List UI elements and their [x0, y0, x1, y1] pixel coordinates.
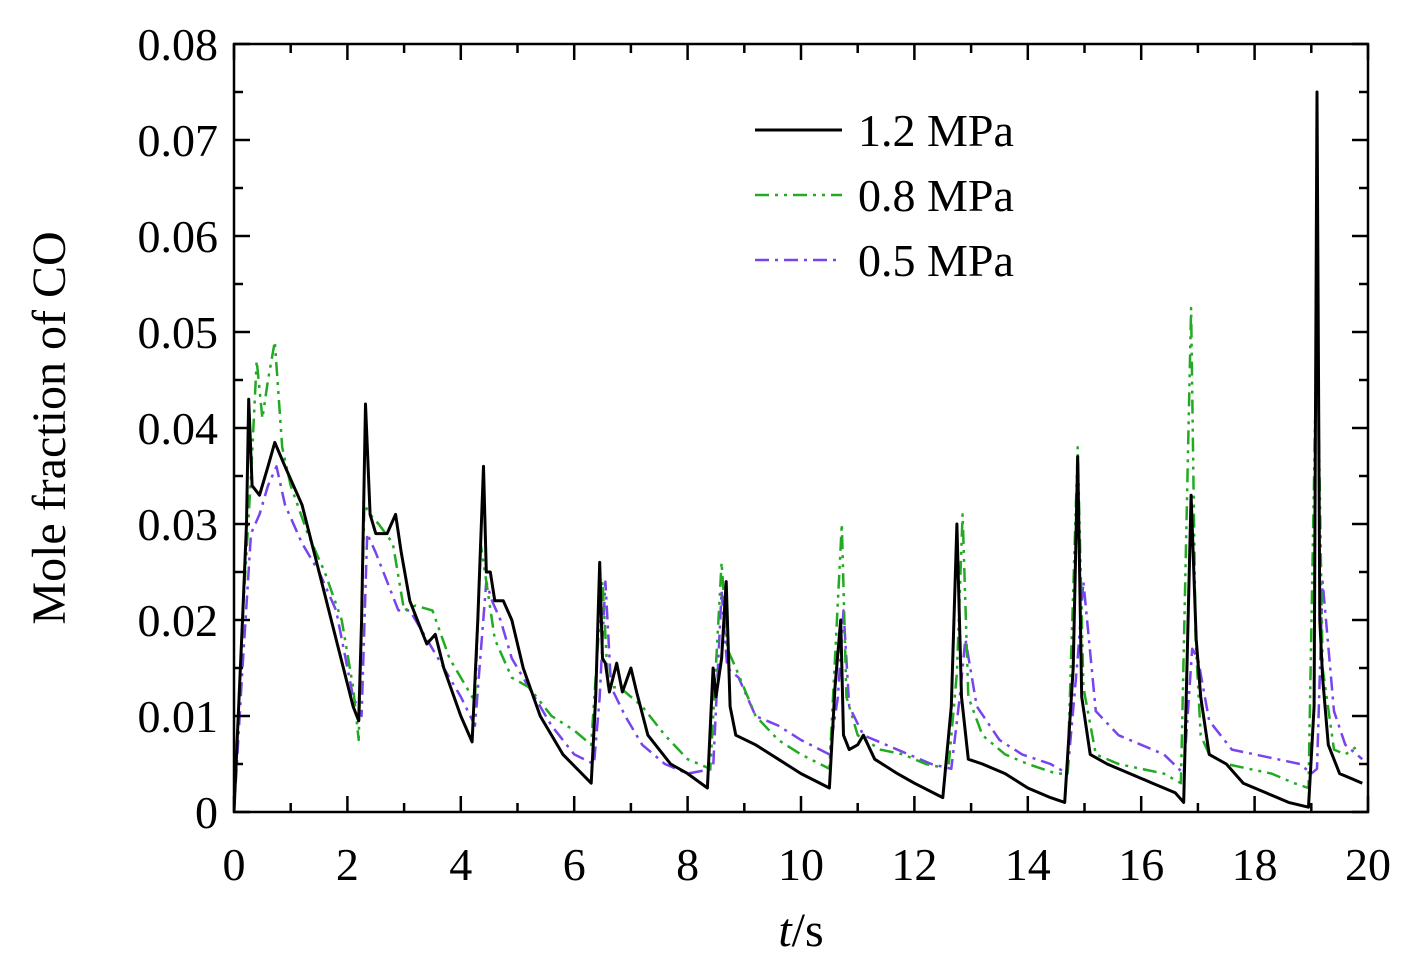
legend-label-1: 0.8 MPa [858, 170, 1014, 221]
x-axis-title-unit: /s [792, 904, 824, 955]
x-axis-title-italic: t [778, 904, 793, 955]
x-tick-label: 18 [1232, 839, 1278, 890]
y-tick-label: 0.08 [138, 19, 219, 70]
x-tick-label: 2 [336, 839, 359, 890]
y-tick-label: 0.01 [138, 691, 219, 742]
x-tick-label: 16 [1118, 839, 1164, 890]
y-tick-label: 0.03 [138, 499, 219, 550]
x-tick-label: 6 [563, 839, 586, 890]
tick-labels: 0 2 4 6 8 10 12 14 16 18 20 0 0.01 0.02 0.03 0.04 0.05 0.… [138, 19, 1392, 890]
series-line-0 [234, 90, 1363, 812]
legend-label-0: 1.2 MPa [858, 105, 1014, 156]
y-tick-label: 0.05 [138, 307, 219, 358]
series-line-2 [234, 465, 1364, 812]
y-tick-label: 0.06 [138, 211, 219, 262]
series-layer [234, 90, 1364, 812]
x-tick-label: 20 [1345, 839, 1391, 890]
legend: 1.2 MPa 0.8 MPa 0.5 MPa [755, 105, 1014, 286]
series-line-1 [234, 306, 1361, 812]
y-tick-label: 0.02 [138, 595, 219, 646]
ticks-layer [232, 42, 1370, 814]
x-tick-label: 10 [778, 839, 824, 890]
x-tick-label: 0 [223, 839, 246, 890]
x-axis-title: t/s [778, 904, 823, 955]
x-tick-label: 8 [676, 839, 699, 890]
y-tick-label: 0.04 [138, 403, 219, 454]
y-tick-label: 0.07 [138, 115, 219, 166]
x-tick-label: 12 [891, 839, 937, 890]
x-tick-label: 14 [1005, 839, 1051, 890]
legend-label-2: 0.5 MPa [858, 235, 1014, 286]
x-tick-label: 4 [449, 839, 472, 890]
y-axis-title: Mole fraction of CO [23, 231, 76, 624]
y-tick-label: 0 [195, 787, 218, 838]
